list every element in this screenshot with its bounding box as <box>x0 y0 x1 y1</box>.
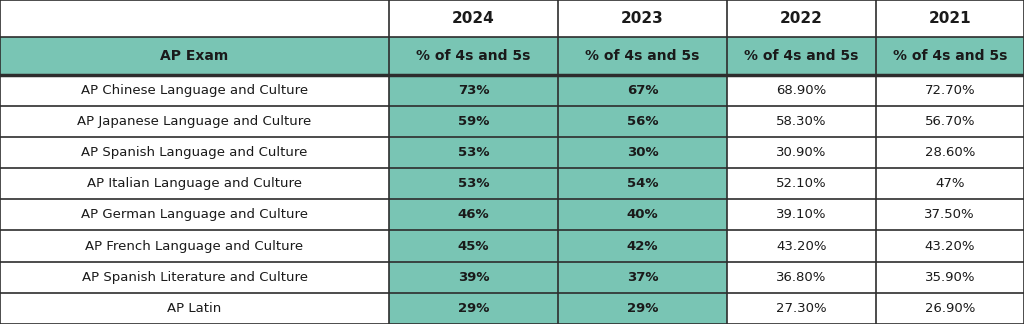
Bar <box>558 106 727 137</box>
Text: 53%: 53% <box>458 177 489 190</box>
Text: AP Chinese Language and Culture: AP Chinese Language and Culture <box>81 84 308 97</box>
Text: 35.90%: 35.90% <box>925 271 975 284</box>
Bar <box>0 0 389 37</box>
Text: AP Japanese Language and Culture: AP Japanese Language and Culture <box>78 115 311 128</box>
Bar <box>0 168 389 199</box>
Text: AP German Language and Culture: AP German Language and Culture <box>81 208 308 221</box>
Text: AP French Language and Culture: AP French Language and Culture <box>85 239 304 252</box>
Bar <box>0 106 389 137</box>
Bar <box>727 262 876 293</box>
Bar <box>876 37 1024 75</box>
Text: AP Latin: AP Latin <box>168 302 221 315</box>
Bar <box>558 262 727 293</box>
Bar <box>876 106 1024 137</box>
Bar <box>876 230 1024 262</box>
Text: 2023: 2023 <box>622 11 664 26</box>
Text: 43.20%: 43.20% <box>925 239 975 252</box>
Bar <box>0 199 389 230</box>
Bar <box>389 0 558 37</box>
Bar <box>389 262 558 293</box>
Bar <box>0 137 389 168</box>
Bar <box>876 137 1024 168</box>
Bar <box>727 75 876 106</box>
Bar <box>0 293 389 324</box>
Text: % of 4s and 5s: % of 4s and 5s <box>586 49 699 63</box>
Bar <box>876 75 1024 106</box>
Text: 30%: 30% <box>627 146 658 159</box>
Text: 40%: 40% <box>627 208 658 221</box>
Text: 56.70%: 56.70% <box>925 115 975 128</box>
Bar <box>727 230 876 262</box>
Bar <box>558 168 727 199</box>
Text: 73%: 73% <box>458 84 489 97</box>
Bar <box>389 106 558 137</box>
Text: 53%: 53% <box>458 146 489 159</box>
Bar <box>727 293 876 324</box>
Bar <box>0 230 389 262</box>
Text: 2022: 2022 <box>780 11 822 26</box>
Text: 30.90%: 30.90% <box>776 146 826 159</box>
Text: 37%: 37% <box>627 271 658 284</box>
Bar <box>389 137 558 168</box>
Bar <box>876 199 1024 230</box>
Text: 2021: 2021 <box>929 11 971 26</box>
Text: 58.30%: 58.30% <box>776 115 826 128</box>
Bar <box>558 75 727 106</box>
Bar <box>389 293 558 324</box>
Bar <box>389 37 558 75</box>
Text: 43.20%: 43.20% <box>776 239 826 252</box>
Bar <box>727 106 876 137</box>
Text: % of 4s and 5s: % of 4s and 5s <box>893 49 1007 63</box>
Text: % of 4s and 5s: % of 4s and 5s <box>744 49 858 63</box>
Bar <box>727 168 876 199</box>
Bar <box>727 137 876 168</box>
Bar <box>0 75 389 106</box>
Text: 29%: 29% <box>458 302 489 315</box>
Bar <box>727 0 876 37</box>
Text: 2024: 2024 <box>453 11 495 26</box>
Bar <box>876 0 1024 37</box>
Text: AP Exam: AP Exam <box>161 49 228 63</box>
Text: 54%: 54% <box>627 177 658 190</box>
Bar <box>876 168 1024 199</box>
Bar <box>876 262 1024 293</box>
Bar <box>558 230 727 262</box>
Text: AP Italian Language and Culture: AP Italian Language and Culture <box>87 177 302 190</box>
Bar <box>876 293 1024 324</box>
Text: 45%: 45% <box>458 239 489 252</box>
Bar <box>727 37 876 75</box>
Bar <box>558 0 727 37</box>
Text: 39.10%: 39.10% <box>776 208 826 221</box>
Text: 59%: 59% <box>458 115 489 128</box>
Text: AP Spanish Literature and Culture: AP Spanish Literature and Culture <box>82 271 307 284</box>
Text: 72.70%: 72.70% <box>925 84 975 97</box>
Bar <box>389 230 558 262</box>
Bar <box>558 199 727 230</box>
Text: 28.60%: 28.60% <box>925 146 975 159</box>
Bar <box>389 168 558 199</box>
Bar <box>727 199 876 230</box>
Bar <box>389 199 558 230</box>
Text: 39%: 39% <box>458 271 489 284</box>
Text: 67%: 67% <box>627 84 658 97</box>
Bar <box>389 75 558 106</box>
Text: 47%: 47% <box>935 177 965 190</box>
Text: 26.90%: 26.90% <box>925 302 975 315</box>
Text: 56%: 56% <box>627 115 658 128</box>
Bar <box>558 37 727 75</box>
Text: AP Spanish Language and Culture: AP Spanish Language and Culture <box>81 146 308 159</box>
Text: % of 4s and 5s: % of 4s and 5s <box>417 49 530 63</box>
Bar <box>558 293 727 324</box>
Text: 46%: 46% <box>458 208 489 221</box>
Text: 36.80%: 36.80% <box>776 271 826 284</box>
Text: 27.30%: 27.30% <box>776 302 826 315</box>
Text: 68.90%: 68.90% <box>776 84 826 97</box>
Text: 37.50%: 37.50% <box>925 208 975 221</box>
Bar <box>0 262 389 293</box>
Text: 52.10%: 52.10% <box>776 177 826 190</box>
Text: 29%: 29% <box>627 302 658 315</box>
Bar <box>0 37 389 75</box>
Bar <box>558 137 727 168</box>
Text: 42%: 42% <box>627 239 658 252</box>
